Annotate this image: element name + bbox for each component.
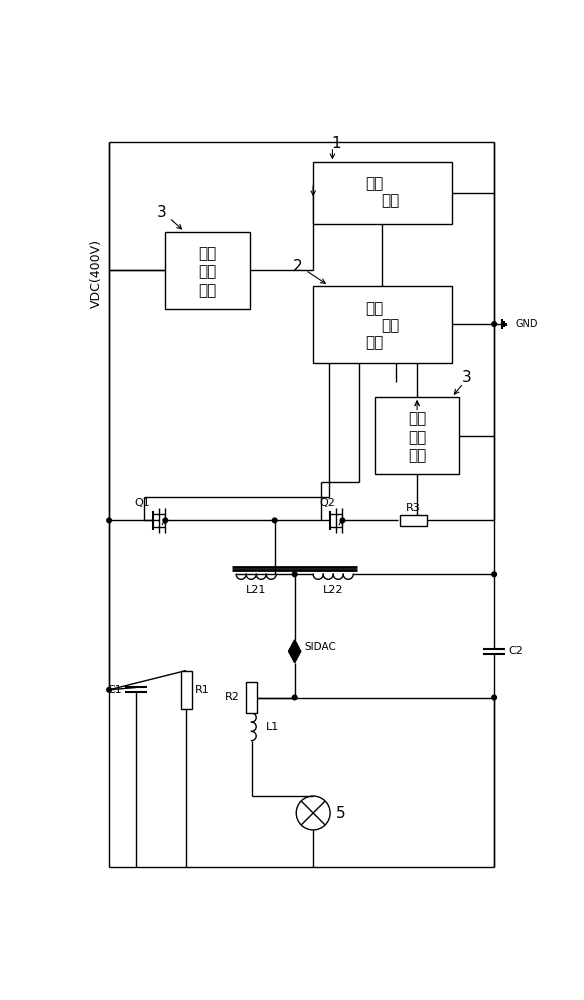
Circle shape bbox=[163, 518, 168, 523]
Circle shape bbox=[272, 518, 277, 523]
Text: L21: L21 bbox=[246, 585, 266, 595]
Text: L22: L22 bbox=[323, 585, 343, 595]
Text: 反馈: 反馈 bbox=[199, 283, 217, 298]
Text: Q1: Q1 bbox=[134, 498, 150, 508]
Circle shape bbox=[107, 687, 112, 692]
Text: 电路: 电路 bbox=[366, 335, 384, 350]
Text: 制器: 制器 bbox=[381, 193, 399, 208]
Text: 微控: 微控 bbox=[366, 176, 384, 191]
Text: GND: GND bbox=[516, 319, 538, 329]
Polygon shape bbox=[288, 640, 301, 651]
Text: 开关: 开关 bbox=[366, 301, 384, 316]
Circle shape bbox=[492, 322, 496, 326]
Circle shape bbox=[492, 695, 496, 700]
Bar bbox=[400, 515, 427, 526]
Polygon shape bbox=[288, 651, 301, 663]
Text: Q2: Q2 bbox=[319, 498, 335, 508]
Text: R1: R1 bbox=[196, 685, 210, 695]
Text: VDC(400V): VDC(400V) bbox=[89, 239, 103, 308]
Bar bbox=[375, 397, 460, 474]
Text: 脉冲: 脉冲 bbox=[408, 411, 426, 426]
Text: 宽度: 宽度 bbox=[199, 264, 217, 279]
Text: 3: 3 bbox=[157, 205, 166, 220]
Text: 1: 1 bbox=[332, 136, 341, 151]
Text: 3: 3 bbox=[463, 370, 472, 385]
Text: 脉冲: 脉冲 bbox=[199, 246, 217, 261]
Bar bbox=[246, 682, 257, 713]
Text: SIDAC: SIDAC bbox=[304, 642, 336, 652]
Circle shape bbox=[107, 518, 112, 523]
Text: 2: 2 bbox=[293, 259, 303, 274]
Bar bbox=[313, 286, 452, 363]
Circle shape bbox=[293, 695, 297, 700]
Bar bbox=[165, 232, 250, 309]
Text: 驱动: 驱动 bbox=[381, 318, 399, 333]
Circle shape bbox=[293, 572, 297, 577]
Text: R2: R2 bbox=[225, 692, 240, 702]
Text: 反馈: 反馈 bbox=[408, 448, 426, 463]
Bar bbox=[313, 162, 452, 224]
Text: L1: L1 bbox=[265, 722, 279, 732]
Circle shape bbox=[340, 518, 345, 523]
Text: C2: C2 bbox=[508, 646, 523, 656]
Bar bbox=[180, 671, 192, 709]
Text: C1: C1 bbox=[107, 685, 122, 695]
Text: 5: 5 bbox=[336, 806, 346, 820]
Text: 幅度: 幅度 bbox=[408, 430, 426, 445]
Circle shape bbox=[492, 572, 496, 577]
Text: R3: R3 bbox=[406, 503, 420, 513]
